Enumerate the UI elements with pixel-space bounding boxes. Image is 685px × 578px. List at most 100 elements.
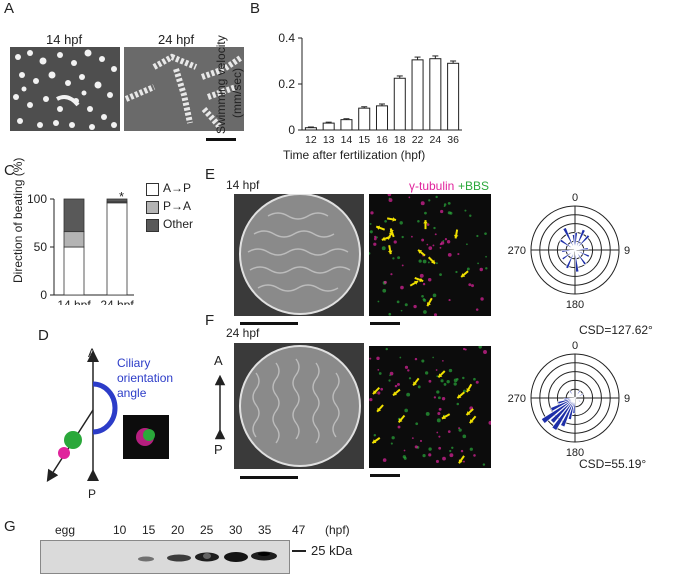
fluorescent-dot [377,369,380,371]
fluorescent-dot [433,313,438,316]
ap-orientation-arrow [214,374,226,440]
y-tick-label: 0.2 [278,77,295,91]
scale-bar-e-right [370,322,400,325]
panel-b-xlabel: Time after fertilization (hpf) [283,148,426,162]
fluorescent-dot [428,453,432,457]
polar-tick-label: 90 [624,393,630,405]
csd-24hpf: CSD=55.19° [579,457,647,471]
yellow-arrowhead [466,388,471,393]
rose-petal [557,397,576,405]
angle-arc [92,381,118,435]
fluorescent-dot [411,235,413,238]
fluorescent-dot [468,283,472,287]
fluorescent-dot [438,407,442,411]
rose-petal [551,397,576,431]
rose-petal [550,397,576,412]
panel-label-e: E [205,166,216,183]
fluorescent-dot [376,356,380,361]
lane-label: 20 [171,523,185,537]
fluorescent-dot [485,255,487,258]
fluorescent-dot [377,391,381,395]
rose-petal [574,389,581,399]
fluorescent-dot [370,211,374,215]
fluorescent-dot [436,418,441,423]
fluorescent-dot [404,408,409,413]
panel-e-caption: 14 hpf [226,178,260,192]
fluorescent-dot [415,422,419,426]
micrograph-14hpf-dots [13,49,117,130]
rose-petal [574,228,586,251]
fluorescent-dot [408,377,412,380]
fluorescent-dot [417,385,421,389]
fluorescent-dot [427,261,430,264]
bar [429,58,442,131]
yellow-arrowhead [466,411,471,416]
fluorescent-dot [447,211,451,215]
fluorescent-dot [418,259,422,263]
x-tick-label: 12 [305,134,317,146]
legend-label-other: Other [163,217,194,231]
micrograph-24hpf [124,47,244,131]
polar-tick-label: 90 [624,245,630,257]
x-tick-label: 18 [394,134,406,146]
polar-tick-label: 270 [508,393,526,405]
fluorescent-dot [464,209,467,212]
angle-label-2: orientation [117,371,174,385]
rose-petal [574,249,587,266]
fluorescent-dot [438,446,442,450]
fluorescent-dot [440,379,444,383]
yellow-arrowhead [431,259,436,264]
fluorescent-dot [422,453,426,458]
fluorescent-dot [383,280,387,284]
fluorescent-dot [483,350,487,354]
x-tick-label: 24 [429,134,441,146]
fluorescent-dot [448,368,453,373]
panel-a-caption-14hpf: 14 hpf [46,32,83,47]
bar [393,77,406,131]
fluorescent-dot [457,252,460,256]
yellow-arrowhead [377,407,381,412]
angle-label-1: Ciliary [117,356,151,370]
yellow-arrowhead [438,373,443,378]
lane-label: 30 [229,523,243,537]
polar-tick-label: 180 [566,447,584,459]
x-tick-label: 36 [447,134,459,146]
lane-label: 25 [200,523,214,537]
yellow-arrowhead [389,228,394,233]
f-axis-label-a: A [214,353,223,368]
lane-label: 15 [142,523,156,537]
fluorescent-dot [428,379,432,383]
scale-bar-f-left [240,476,298,479]
stacked-segment [63,246,85,296]
fluorescent-dot [443,203,447,206]
fluorescent-dot [421,294,424,298]
fluorescent-dot [407,369,410,372]
yellow-arrowhead [393,391,397,396]
fluorescent-dot [424,211,427,215]
x-tick-label: 15 [358,134,370,146]
bar [304,127,317,131]
fluorescent-dot [422,298,426,301]
rose-plot-14hpf: 0 90 180 270 [508,192,630,311]
fluorescent-dot [414,445,418,449]
yellow-arrowhead [376,225,381,230]
fluorescent-dot [422,282,426,286]
fluorescent-dot [456,377,459,381]
fluorescent-dot [466,267,470,271]
rose-petal [568,390,576,399]
western-blot [40,540,290,574]
rose-petal [574,249,590,258]
fluorescent-dot [435,195,438,199]
marker-tick [292,550,306,552]
polar-tick-label: 0 [572,340,578,352]
panel-label-f: F [205,312,215,329]
fluorescent-dot [414,357,418,361]
embryo-24hpf [234,343,364,469]
fluorescent-dot [428,199,431,202]
x-tick-label: 16 [376,134,388,146]
yellow-arrowhead [398,418,403,423]
fluorescent-dot [377,300,380,303]
fluorescent-dot [442,239,445,242]
fluorescent-dot [389,371,394,376]
rose-petal [559,238,576,251]
